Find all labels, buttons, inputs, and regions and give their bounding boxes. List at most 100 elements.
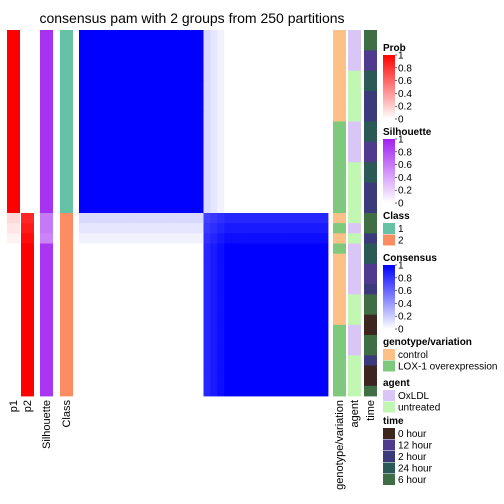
p2-cell [21, 294, 34, 305]
consensus-cell [196, 91, 204, 102]
genotype-variation-cell [333, 375, 346, 387]
consensus-cell [307, 274, 315, 285]
consensus-cell [113, 111, 121, 122]
agent-legend-swatch [383, 390, 395, 401]
consensus-legend-gradient [383, 265, 395, 329]
consensus-cell [141, 335, 149, 346]
consensus-cell [300, 80, 308, 92]
consensus-cell [182, 131, 191, 143]
consensus-cell [196, 141, 204, 153]
silhouette-cell [40, 274, 53, 285]
consensus-cell [300, 172, 308, 183]
silhouette-cell [40, 335, 53, 346]
consensus-cell [196, 314, 204, 326]
consensus-cell [162, 50, 170, 61]
consensus-cell [258, 324, 267, 336]
p1-cell [7, 233, 20, 244]
consensus-cell [85, 162, 94, 173]
consensus-cell [162, 223, 170, 234]
consensus-cell [106, 202, 114, 214]
consensus-cell [127, 233, 135, 244]
agent-cell [348, 152, 361, 163]
consensus-cell [155, 243, 163, 255]
consensus-cell [106, 172, 114, 183]
consensus-cell [307, 304, 315, 316]
prob-legend-tick: 0.6 [398, 76, 412, 87]
consensus-cell [106, 30, 114, 41]
consensus-cell [85, 80, 94, 92]
consensus-cell [210, 324, 218, 336]
consensus-cell [106, 253, 114, 265]
consensus-cell [272, 314, 280, 326]
genotype-variation-cell [333, 141, 346, 153]
consensus-cell [168, 385, 177, 397]
consensus-cell [286, 335, 294, 346]
consensus-cell [231, 355, 239, 366]
p1-cell [7, 284, 20, 295]
consensus-cell [245, 91, 253, 102]
consensus-cell [141, 162, 149, 173]
consensus-cell [272, 111, 280, 122]
consensus-cell [134, 91, 142, 102]
class-legend-swatch [383, 234, 395, 246]
consensus-cell [155, 355, 163, 366]
time-cell [364, 314, 377, 326]
consensus-cell [79, 233, 87, 244]
silhouette-cell [40, 345, 53, 356]
consensus-cell [210, 60, 218, 72]
consensus-cell [293, 263, 301, 275]
consensus-cell [321, 131, 329, 143]
consensus-cell [113, 40, 121, 51]
p2-cell [21, 182, 34, 194]
consensus-cell [155, 162, 163, 173]
consensus-cell [79, 162, 87, 173]
consensus-cell [231, 152, 239, 163]
consensus-cell [162, 121, 170, 133]
consensus-cell [85, 345, 94, 356]
consensus-cell [99, 152, 108, 163]
consensus-cell [272, 294, 280, 305]
consensus-cell [189, 80, 197, 92]
consensus-legend-tick: 0 [398, 325, 404, 336]
consensus-cell [148, 345, 156, 356]
consensus-cell [155, 314, 163, 326]
p1-cell [7, 152, 20, 163]
consensus-cell [210, 263, 218, 275]
consensus-cell [203, 202, 211, 214]
consensus-cell [217, 172, 225, 183]
consensus-cell [307, 91, 315, 102]
p1-cell [7, 365, 20, 377]
class-cell [60, 91, 73, 102]
class-cell [60, 30, 73, 41]
time-cell [364, 253, 377, 265]
consensus-cell [238, 131, 246, 143]
consensus-cell [238, 40, 246, 51]
consensus-cell [224, 101, 232, 112]
consensus-cell [148, 182, 156, 194]
consensus-cell [293, 243, 301, 255]
consensus-cell [175, 60, 184, 72]
consensus-cell [85, 294, 94, 305]
consensus-cell [293, 131, 301, 143]
consensus-cell [231, 284, 239, 295]
consensus-cell [127, 202, 135, 214]
silhouette-cell [40, 253, 53, 265]
consensus-cell [272, 162, 280, 173]
consensus-cell [155, 253, 163, 265]
consensus-cell [182, 80, 191, 92]
consensus-cell [79, 294, 87, 305]
consensus-cell [210, 314, 218, 326]
p2-cell [21, 141, 34, 153]
silhouette-legend-tick: 0.6 [398, 160, 412, 171]
consensus-cell [168, 40, 177, 51]
consensus-cell [189, 365, 197, 377]
consensus-cell [300, 141, 308, 153]
consensus-cell [168, 324, 177, 336]
consensus-cell [189, 284, 197, 295]
consensus-cell [224, 263, 232, 275]
consensus-cell [189, 111, 197, 122]
consensus-cell [293, 202, 301, 214]
consensus-cell [245, 243, 253, 255]
consensus-cell [210, 223, 218, 234]
